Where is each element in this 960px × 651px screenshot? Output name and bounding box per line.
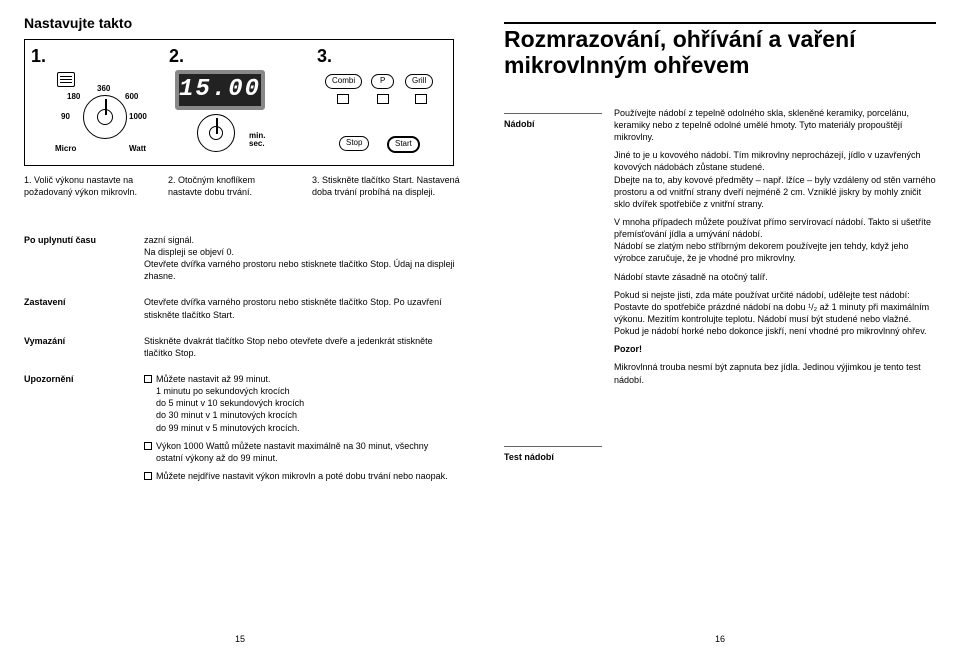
para-2: Jiné to je u kovového nádobí. Tím mikrov… [614, 149, 936, 210]
term-nadobi: Nádobí [504, 113, 602, 130]
term-vymazani: Vymazání [24, 335, 144, 363]
body-upozorneni-1: Můžete nastavit až 99 minut. 1 minutu po… [144, 373, 456, 434]
button-stop: Stop [339, 136, 369, 151]
term-po-uplynuti: Po uplynutí času [24, 234, 144, 287]
definition-list: Po uplynutí času zazní signál. Na disple… [24, 234, 456, 488]
time-dial [197, 114, 235, 152]
power-dial [83, 95, 127, 139]
label-watt: Watt [129, 144, 146, 155]
page-right: Rozmrazování, ohřívání a vaření mikrovln… [480, 0, 960, 651]
body-upozorneni-3: Můžete nejdříve nastavit výkon mikrovln … [144, 470, 456, 482]
control-panel-diagram: 1. 2. 3. 90 180 360 600 1000 Micro Watt … [24, 39, 454, 166]
para-1: Používejte nádobí z tepelně odolného skl… [614, 107, 936, 143]
para-6: Mikrovlnná trouba nesmí být zapnuta bez … [614, 361, 936, 385]
square-2 [377, 94, 389, 104]
pozor-label: Pozor! [614, 343, 936, 355]
term-test-nadobi: Test nádobí [504, 446, 602, 463]
button-combi: Combi [325, 74, 362, 89]
cap2-n: 2. [168, 175, 176, 185]
body-vymazani: Stiskněte dvakrát tlačítko Stop nebo ote… [144, 335, 456, 359]
scale-90: 90 [61, 112, 70, 123]
term-zastaveni: Zastavení [24, 296, 144, 324]
label-min-sec: min. sec. [249, 132, 265, 148]
heading-right: Rozmrazování, ohřívání a vaření mikrovln… [504, 26, 936, 79]
cap1-n: 1. [24, 175, 32, 185]
microwave-icon [57, 72, 75, 87]
cap3-t: Stiskněte tlačítko Start. Nastavená doba… [312, 175, 460, 197]
time-display: 15.00 [175, 70, 265, 110]
page-left: Nastavujte takto 1. 2. 3. 90 180 360 600… [0, 0, 480, 651]
heading-left: Nastavujte takto [24, 14, 456, 33]
label-micro: Micro [55, 144, 76, 155]
step-captions: 1. Volič výkonu nastavte na požadovaný v… [24, 174, 456, 228]
body-po-uplynuti: zazní signál. Na displeji se objeví 0. O… [144, 234, 456, 283]
step-num-1: 1. [31, 44, 46, 68]
scale-180: 180 [67, 92, 80, 103]
button-grill: Grill [405, 74, 433, 89]
para-4: Nádobí stavte zásadně na otočný talíř. [614, 271, 936, 283]
page-number-right: 16 [715, 633, 725, 645]
square-1 [337, 94, 349, 104]
page-number-left: 15 [235, 633, 245, 645]
body-upozorneni-2: Výkon 1000 Wattů můžete nastavit maximál… [144, 440, 456, 464]
step-num-3: 3. [317, 44, 332, 68]
para-5: Pokud si nejste jisti, zda máte používat… [614, 289, 936, 338]
button-start: Start [387, 136, 420, 153]
scale-600: 600 [125, 92, 138, 103]
right-columns: Nádobí Test nádobí Používejte nádobí z t… [504, 107, 936, 467]
para-3: V mnoha případech můžete používat přímo … [614, 216, 936, 265]
term-upozorneni: Upozornění [24, 373, 144, 488]
step-num-2: 2. [169, 44, 184, 68]
scale-360: 360 [97, 84, 110, 95]
button-p: P [371, 74, 394, 89]
body-zastaveni: Otevřete dvířka varného prostoru nebo st… [144, 296, 456, 320]
cap3-n: 3. [312, 175, 320, 185]
cap1-t: Volič výkonu nastavte na požadovaný výko… [24, 175, 137, 197]
cap2-t: Otočným knoflíkem nastavte dobu trvání. [168, 175, 255, 197]
scale-1000: 1000 [129, 112, 147, 123]
header-rule [504, 22, 936, 24]
square-3 [415, 94, 427, 104]
